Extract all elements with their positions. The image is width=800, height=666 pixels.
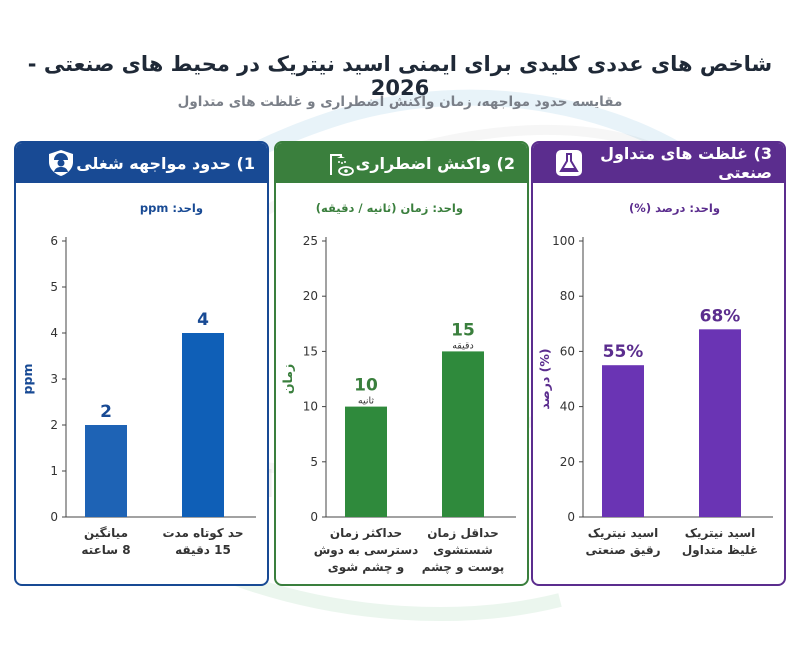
concentration-panel-header: 3) غلظت های متداول صنعتی: [533, 143, 784, 183]
emergency-bar: [442, 351, 484, 517]
emergency-category-label: حداقل زمان شستشوی پوست و چشم: [421, 526, 505, 574]
worker-shield-icon: [46, 148, 76, 178]
concentration-tick-label: 0: [567, 510, 575, 524]
exposure-panel: 1) حدود مواجهه شغلی واحد: ppm 0 1 2 3 4 5 6 ppm…: [14, 141, 269, 586]
emergency-data-label: 15: [451, 320, 475, 340]
emergency-panel-header: 2) واکنش اضطراری: [276, 143, 527, 183]
concentration-y-axis-label: درصد (%): [537, 348, 552, 409]
emergency-data-sublabel: دقیقه: [452, 340, 474, 351]
exposure-tick-label: 1: [50, 464, 58, 478]
exposure-unit: واحد: ppm: [139, 201, 203, 215]
concentration-tick-label: 100: [552, 234, 575, 248]
emergency-tick-label: 10: [303, 400, 318, 414]
concentration-tick-label: 40: [560, 400, 575, 414]
exposure-panel-title: 1) حدود مواجهه شغلی: [76, 153, 255, 173]
shower-eyewash-icon: [326, 148, 356, 178]
emergency-data-sublabel: ثانیه: [358, 396, 374, 407]
emergency-tick-label: 0: [310, 510, 318, 524]
exposure-chart: 0 1 2 3 4 5 6 ppm 2 4: [20, 234, 256, 524]
concentration-category-label: اسید نیتریک غلیظ متداول: [681, 526, 759, 557]
exposure-tick-label: 4: [50, 326, 58, 340]
emergency-tick-label: 15: [303, 344, 318, 358]
emergency-tick-label: 25: [303, 234, 318, 248]
emergency-data-label: 10: [354, 376, 378, 396]
concentration-data-label: 68%: [700, 306, 741, 326]
exposure-category-label: حد کوتاه مدت 15 دقیقه: [162, 526, 244, 557]
concentration-data-label: 55%: [603, 342, 644, 362]
emergency-panel-title: 2) واکنش اضطراری: [355, 153, 515, 173]
concentration-tick-label: 20: [560, 455, 575, 469]
exposure-data-label: 2: [100, 402, 112, 422]
concentration-tick-label: 60: [560, 344, 575, 358]
exposure-bar: [85, 425, 127, 517]
exposure-tick-label: 6: [50, 234, 58, 248]
concentration-panel-title: 3) غلظت های متداول صنعتی: [600, 144, 772, 182]
flask-icon: [555, 148, 583, 178]
concentration-tick-label: 80: [560, 289, 575, 303]
concentration-chart: 0 20 40 60 80 100 درصد (%) 55% 68%: [537, 234, 773, 524]
exposure-y-axis-label: ppm: [20, 364, 35, 395]
page-title: شاخص های عددی کلیدی برای ایمنی اسید نیتر…: [27, 52, 773, 100]
page-subtitle: مقایسه حدود مواجهه، زمان واکنش اضطراری و…: [177, 94, 623, 110]
concentration-unit: واحد: درصد (%): [629, 201, 720, 215]
exposure-tick-label: 0: [50, 510, 58, 524]
emergency-tick-label: 20: [303, 289, 318, 303]
emergency-tick-label: 5: [310, 455, 318, 469]
exposure-tick-label: 5: [50, 280, 58, 294]
concentration-bar: [699, 329, 741, 517]
concentration-category-label: اسید نیتریک رقیق صنعتی: [585, 526, 661, 557]
emergency-panel: 2) واکنش اضطراری واحد: زمان (ثانیه / دقی…: [274, 141, 529, 586]
emergency-y-axis-label: زمان: [280, 364, 295, 394]
concentration-bar: [602, 365, 644, 517]
emergency-bar: [345, 406, 387, 517]
concentration-panel: 3) غلظت های متداول صنعتی واحد: درصد (%) …: [531, 141, 786, 586]
exposure-tick-label: 3: [50, 372, 58, 386]
exposure-bar: [182, 333, 224, 517]
exposure-tick-label: 2: [50, 418, 58, 432]
exposure-category-label: میانگین 8 ساعته: [81, 526, 131, 557]
exposure-panel-header: 1) حدود مواجهه شغلی: [16, 143, 267, 183]
exposure-data-label: 4: [197, 310, 209, 330]
emergency-unit: واحد: زمان (ثانیه / دقیقه): [315, 201, 463, 215]
emergency-category-label: حداکثر زمان دسترسی به دوش و چشم شوی: [313, 526, 419, 574]
